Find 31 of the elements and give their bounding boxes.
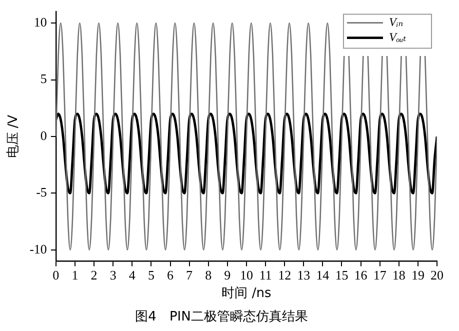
x-tick-label: 19 [411, 267, 424, 282]
x-tick-label: 15 [335, 267, 348, 282]
y-tick-label: -5 [36, 184, 47, 200]
x-tick-label: 5 [148, 267, 154, 282]
y-tick-label: 0 [40, 128, 47, 143]
x-tick-label: 14 [316, 267, 330, 282]
text: 图4 PIN二极管瞬态仿真结果 [135, 310, 308, 325]
x-tick-label: 13 [297, 267, 310, 282]
x-tick-label: 18 [392, 267, 406, 282]
x-tick-label: 1 [72, 267, 78, 282]
x-axis-title: 时间 /ns [222, 286, 272, 301]
x-tick-label: 20 [430, 267, 444, 282]
y-tick-label: 10 [34, 14, 47, 30]
legend-label: Vₒᵤₜ [389, 30, 406, 44]
x-tick-label: 11 [259, 267, 272, 282]
x-tick-label: 9 [224, 267, 231, 282]
x-tick-label: 2 [90, 267, 98, 282]
x-tick-label: 4 [128, 267, 136, 282]
x-tick-label: 12 [278, 267, 292, 282]
y-axis-title: 电压 /V [6, 114, 22, 158]
x-tick-label: 10 [240, 267, 253, 282]
x-tick-label: 3 [110, 267, 116, 282]
x-tick-label: 16 [354, 267, 368, 282]
y-tick-label: 5 [40, 71, 47, 86]
x-tick-label: 7 [186, 267, 194, 282]
x-tick-label: 6 [167, 267, 174, 282]
y-tick-label: -10 [30, 241, 47, 256]
legend-label: Vᵢₙ [389, 14, 404, 29]
x-tick-label: 8 [205, 267, 212, 282]
x-tick-label: 0 [52, 267, 60, 282]
x-tick-label: 17 [373, 267, 387, 282]
